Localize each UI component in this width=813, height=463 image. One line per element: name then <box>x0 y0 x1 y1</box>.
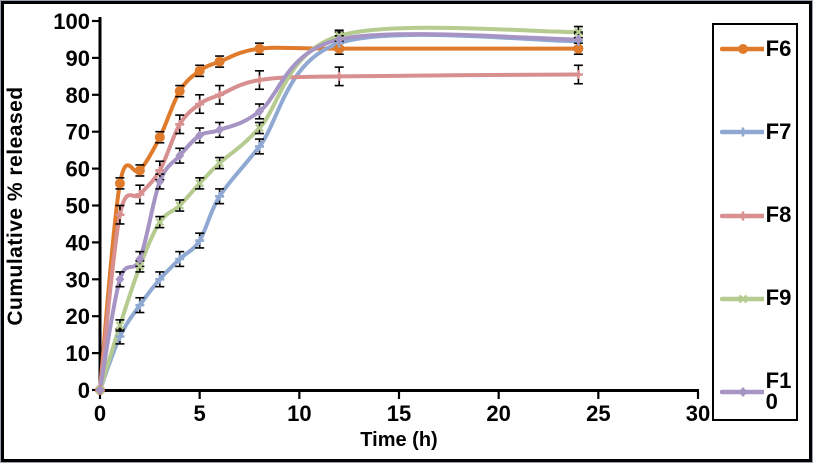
legend-label-F9: F9 <box>765 285 792 311</box>
data-point-marker <box>254 43 265 54</box>
data-point-marker <box>155 176 165 187</box>
data-point-marker <box>175 119 185 129</box>
data-point-marker <box>254 75 264 85</box>
data-point-marker <box>155 274 165 284</box>
legend-entry-F6: F6 <box>720 36 796 61</box>
data-point-marker <box>573 70 583 80</box>
data-point-marker <box>738 44 748 55</box>
data-point-marker <box>115 331 125 341</box>
series-markers-F8 <box>95 70 583 395</box>
y-tick-label: 40 <box>66 230 90 255</box>
y-tick-label: 60 <box>66 157 90 182</box>
legend-entry-F9: F9 <box>720 285 796 311</box>
y-tick-label: 100 <box>53 9 90 34</box>
data-point-marker <box>214 56 225 67</box>
data-point-marker <box>95 385 105 395</box>
data-point-marker <box>334 34 344 45</box>
x-tick-label: 0 <box>94 401 106 426</box>
data-point-marker <box>155 165 165 175</box>
data-point-marker <box>195 236 205 246</box>
legend-label-F6: F6 <box>765 36 792 61</box>
x-axis-title: Time (h) <box>360 429 438 451</box>
series-markers-F10 <box>95 34 583 395</box>
data-point-marker <box>254 141 264 151</box>
data-point-marker <box>135 262 145 271</box>
data-point-marker <box>573 43 584 54</box>
data-point-marker <box>215 191 225 201</box>
x-tick-label: 20 <box>486 401 510 426</box>
legend: F6 F7 F8 F9 F10 <box>712 23 798 421</box>
data-point-marker <box>215 158 224 168</box>
x-tick-label: 5 <box>194 401 206 426</box>
y-tick-label: 30 <box>66 267 90 292</box>
series-markers-F6 <box>95 43 584 395</box>
legend-entry-F8: F8 <box>720 202 796 228</box>
data-point-marker <box>738 294 748 303</box>
data-point-marker <box>195 99 205 109</box>
data-point-marker <box>255 123 264 133</box>
data-point-marker <box>135 300 145 310</box>
legend-line-sample <box>720 294 764 303</box>
data-point-marker <box>175 150 185 161</box>
series-line-F8 <box>98 72 581 392</box>
error-bars-F9 <box>115 25 583 332</box>
data-point-marker <box>215 90 225 100</box>
error-bars-F10 <box>115 31 583 288</box>
x-tick-label: 15 <box>387 401 411 426</box>
y-tick-label: 20 <box>66 304 90 329</box>
y-tick-label: 0 <box>78 378 90 403</box>
y-tick-label: 90 <box>66 46 90 71</box>
y-tick-label: 80 <box>66 83 90 108</box>
data-point-marker <box>174 86 185 97</box>
legend-entry-F7: F7 <box>720 119 796 145</box>
data-point-marker <box>115 210 125 220</box>
data-point-marker <box>154 132 165 143</box>
data-point-marker <box>738 211 748 221</box>
data-point-marker <box>254 106 264 117</box>
legend-line-sample <box>720 387 764 398</box>
legend-label-F7: F7 <box>765 119 792 145</box>
y-tick-label: 70 <box>66 120 90 145</box>
legend-label-F8: F8 <box>765 202 792 228</box>
data-point-marker <box>334 43 345 54</box>
data-point-marker <box>194 65 205 76</box>
data-point-marker <box>135 189 145 199</box>
legend-line-sample <box>720 127 764 137</box>
data-point-marker <box>334 71 344 81</box>
data-point-marker <box>574 27 583 37</box>
data-point-marker <box>115 321 125 330</box>
data-point-marker <box>738 387 748 398</box>
data-point-marker <box>195 179 205 188</box>
x-tick-label: 25 <box>586 401 610 426</box>
data-point-marker <box>115 274 125 285</box>
x-tick-label: 30 <box>686 401 710 426</box>
data-point-marker <box>175 201 185 210</box>
data-point-marker <box>155 217 165 227</box>
data-point-marker <box>135 254 145 265</box>
data-point-marker <box>175 254 185 264</box>
y-tick-label: 50 <box>66 194 90 219</box>
series-line-F6 <box>98 45 581 392</box>
legend-entry-F10: F10 <box>720 368 796 415</box>
data-point-marker <box>195 130 205 141</box>
x-tick-label: 10 <box>287 401 311 426</box>
legend-label-F10: F10 <box>765 368 792 415</box>
legend-line-sample <box>720 211 764 221</box>
y-axis-title: Cumulative % released <box>4 86 27 326</box>
legend-line-sample <box>720 44 764 55</box>
data-point-marker <box>114 178 125 189</box>
data-point-marker <box>215 124 225 135</box>
data-point-marker <box>573 34 583 45</box>
y-tick-label: 10 <box>66 341 90 366</box>
data-point-marker <box>738 127 748 137</box>
data-point-marker <box>134 165 145 176</box>
